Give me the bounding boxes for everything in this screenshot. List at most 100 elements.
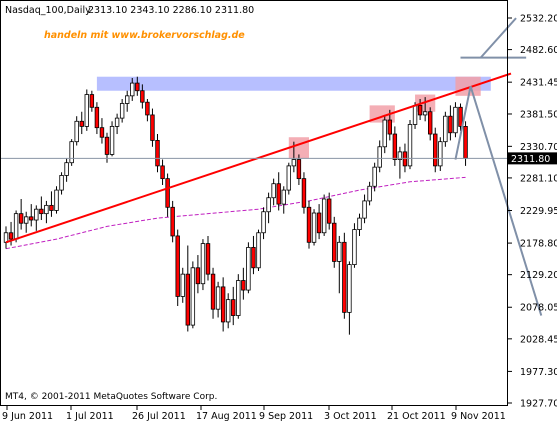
projection-target-line (479, 17, 517, 59)
candle-body-up (215, 286, 221, 310)
candle-body-up (225, 299, 231, 323)
candle-body-down (316, 212, 322, 234)
candle-body-down (427, 111, 433, 135)
candle-body-up (200, 243, 206, 285)
candle-body-down (220, 286, 226, 323)
candle (195, 255, 201, 294)
candle-body-down (241, 280, 246, 291)
candle (54, 186, 59, 214)
candle-body-up (443, 115, 448, 143)
candle (362, 194, 367, 224)
y-tick-label: 2178.80 (520, 239, 557, 250)
candle (23, 211, 29, 233)
candle-body-down (402, 151, 408, 167)
candle (276, 172, 281, 211)
symbol-info: Nasdaq_100,Daily (5, 5, 91, 16)
candle (367, 181, 372, 206)
candle-body-up (125, 95, 130, 104)
candle-body-up (109, 125, 115, 155)
candle-body-down (392, 133, 398, 160)
candle-body-up (190, 267, 196, 326)
candle (155, 134, 160, 173)
candle (236, 274, 241, 319)
candle-body-up (180, 273, 185, 297)
candle (145, 99, 150, 122)
candle (135, 76, 140, 96)
y-tick-label: 2381.50 (520, 109, 557, 120)
promo-text: handeln mit www.brokervorschlag.de (44, 30, 245, 41)
moving-average-line (5, 176, 466, 250)
candle-body-down (104, 136, 110, 155)
candle (99, 118, 105, 144)
candle (225, 293, 231, 329)
candle (89, 90, 95, 112)
candle-body-down (175, 235, 180, 297)
candle-body-down (417, 104, 423, 116)
candle-body-down (301, 178, 307, 208)
candle-body-up (74, 120, 79, 143)
candle-body-up (54, 189, 59, 211)
candle-body-down (185, 273, 190, 326)
price-axis: 2532.20 2482.60 2431.45 2381.50 2330.70 2281.… (508, 14, 557, 410)
candle-body-down (135, 82, 140, 92)
candle-body-down (326, 198, 332, 224)
candle (29, 204, 34, 227)
candle (392, 126, 398, 166)
candle (84, 89, 89, 131)
candle-body-up (362, 200, 367, 219)
candle-body-up (261, 211, 266, 234)
candle (49, 191, 54, 217)
candle (175, 229, 180, 307)
y-tick-label: 2028.45 (520, 334, 557, 345)
candle (190, 261, 196, 329)
candle (180, 267, 185, 303)
y-tick-label: 1927.70 (520, 399, 557, 410)
candle (165, 173, 170, 217)
candle (246, 242, 251, 294)
candle (119, 99, 125, 123)
candle-body-up (337, 241, 342, 262)
candle (114, 113, 120, 135)
y-tick-label: 2532.20 (520, 14, 557, 25)
time-axis: 9 Jun 2011 1 Jul 2011 26 Jul 2011 17 Aug 20… (2, 406, 506, 422)
candle (422, 97, 428, 122)
x-tick-label: 1 Jul 2011 (66, 411, 114, 422)
candle (443, 111, 448, 147)
x-tick-label: 26 Jul 2011 (132, 411, 186, 422)
y-tick-label: 2281.10 (520, 173, 557, 184)
candle (306, 200, 312, 249)
candle-body-up (291, 159, 297, 167)
current-price-label: 2311.80 (511, 154, 550, 165)
copyright-text: MT4, © 2001-2011 MetaQuotes Software Cor… (5, 392, 217, 402)
candle-body-up (286, 165, 291, 191)
y-tick-label: 2431.45 (520, 78, 557, 89)
candle (372, 162, 377, 192)
candle-body-up (453, 106, 458, 134)
candle-body-up (23, 216, 29, 224)
candle (64, 158, 69, 182)
candle-body-up (311, 212, 317, 243)
y-tick-label: 2482.60 (520, 45, 557, 56)
candle (427, 107, 433, 141)
candle (326, 192, 332, 230)
x-tick-label: 17 Aug 2011 (196, 411, 257, 422)
candle (417, 99, 423, 121)
candle (261, 207, 266, 240)
ohlc-values: 2313.10 2343.10 2286.10 2311.80 (88, 5, 254, 16)
candle-body-down (448, 115, 453, 134)
candle-body-down (296, 159, 302, 180)
candle-body-up (59, 175, 64, 191)
candle-body-down (18, 213, 24, 224)
candle (377, 140, 382, 173)
candle (251, 235, 256, 275)
candle-body-down (99, 127, 105, 138)
candle (438, 137, 443, 171)
candle (311, 209, 317, 246)
candle-body-up (69, 141, 74, 164)
candle-body-up (114, 117, 120, 127)
candle (220, 277, 226, 332)
candle-body-up (422, 111, 428, 116)
